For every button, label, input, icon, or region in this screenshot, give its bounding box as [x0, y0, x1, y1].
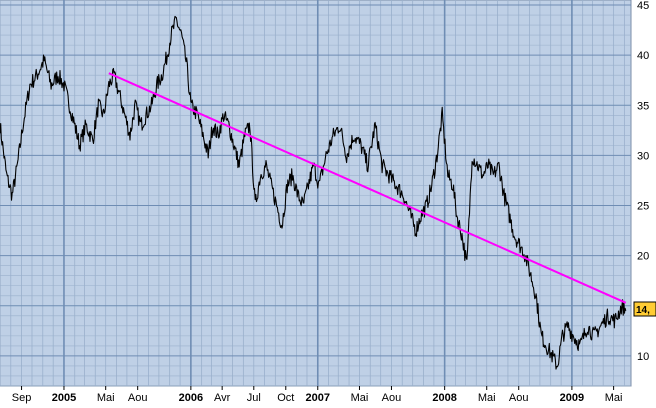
- x-tick-label: Aou: [128, 392, 148, 404]
- last-value-label: 14,: [636, 305, 650, 316]
- x-tick-label: Mai: [605, 392, 623, 404]
- x-tick-label: Mai: [97, 392, 115, 404]
- x-tick-label: 2009: [560, 392, 584, 404]
- x-tick-label: Mai: [351, 392, 369, 404]
- trend-line-series: [108, 72, 627, 304]
- y-tick-label: 30: [637, 150, 649, 162]
- y-tick-label: 40: [637, 50, 649, 62]
- x-tick-label: Avr: [214, 392, 231, 404]
- x-tick-label: Sep: [12, 392, 32, 404]
- x-tick-label: Oct: [277, 392, 294, 404]
- plot-area: [0, 0, 632, 387]
- y-tick-label: 35: [637, 100, 649, 112]
- x-tick-label: 2007: [306, 392, 330, 404]
- price-line: [0, 15, 627, 370]
- major-grid: [0, 0, 631, 386]
- last-value-box: [633, 301, 656, 317]
- x-axis: Sep 2005 Mai Aou 2006 Avr Jul Oct 2007 Mai Aou 2008…: [12, 386, 623, 404]
- x-tick-label: Mai: [478, 392, 496, 404]
- x-tick-label: 2005: [52, 392, 76, 404]
- x-tick-label: Aou: [382, 392, 402, 404]
- y-tick-label: 25: [637, 201, 649, 213]
- y-tick-label: 10: [637, 351, 649, 363]
- x-tick-label: Aou: [509, 392, 529, 404]
- last-value-marker: 14,: [633, 301, 656, 317]
- trend-line: [108, 72, 627, 304]
- x-tick-label: 2006: [179, 392, 203, 404]
- x-tick-label: Jul: [247, 392, 261, 404]
- x-tick-label: 2008: [432, 392, 456, 404]
- y-tick-label: 20: [637, 251, 649, 263]
- price-series: [0, 15, 627, 370]
- y-tick-label: 45: [637, 0, 649, 12]
- minor-grid: [0, 0, 631, 387]
